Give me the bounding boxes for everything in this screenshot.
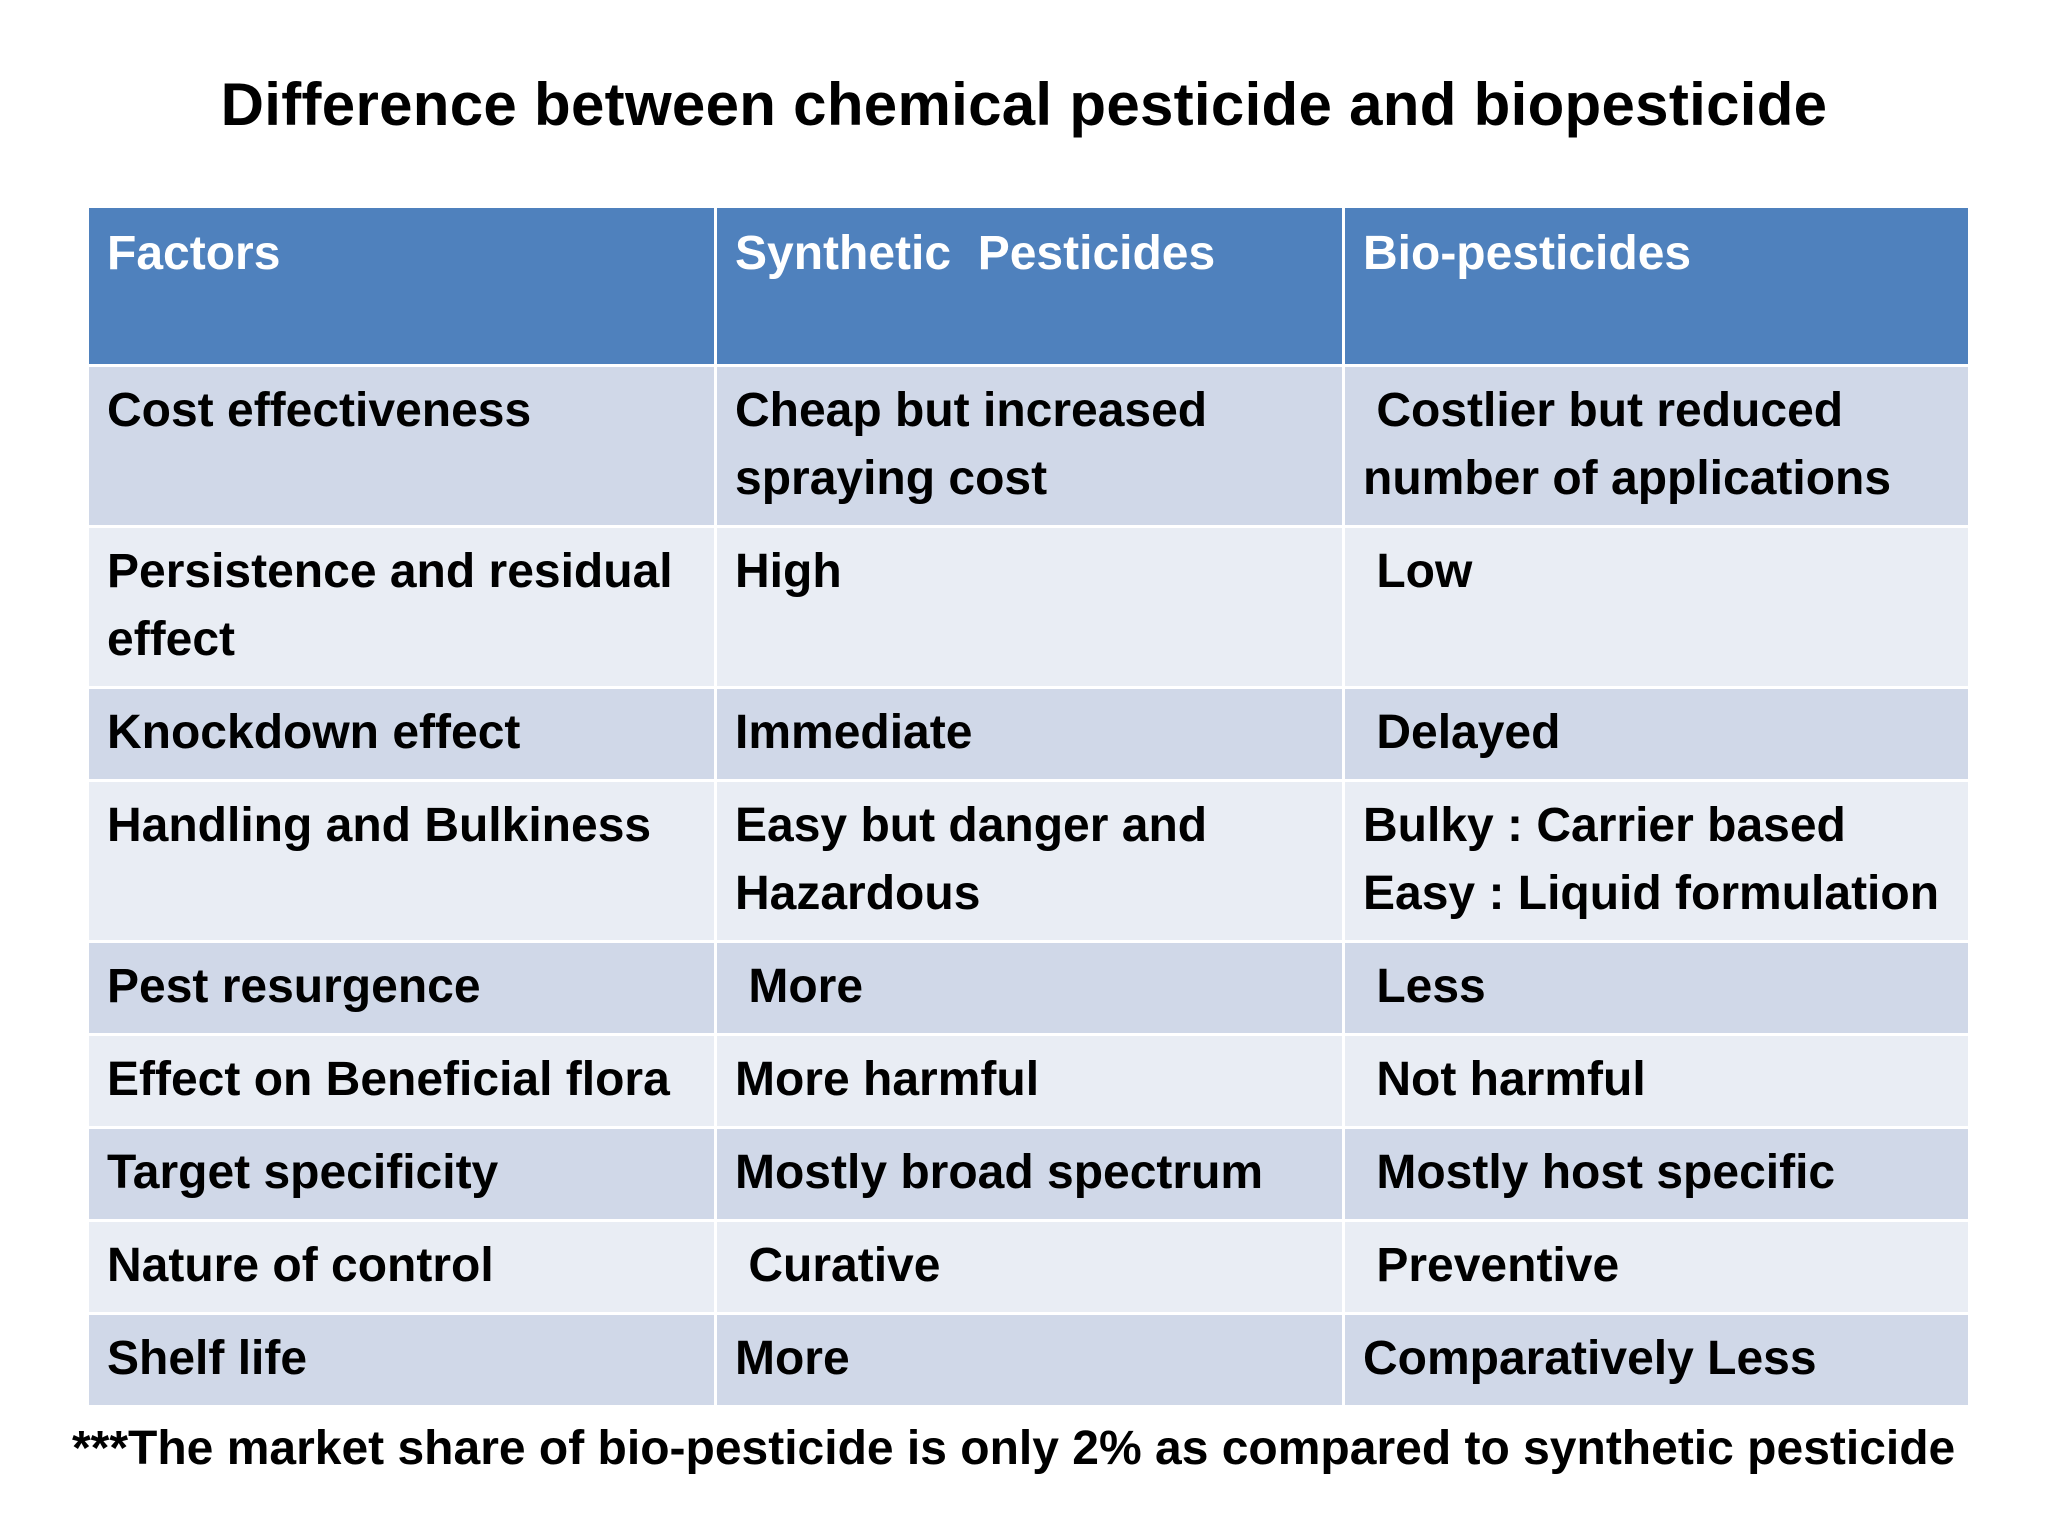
synthetic-cell: Cheap but increased spraying cost [714, 364, 1345, 528]
table-row: Nature of control Curative Preventive [86, 1219, 1971, 1315]
bio-cell: Not harmful [1342, 1033, 1971, 1129]
synthetic-cell: Curative [714, 1219, 1345, 1315]
factor-cell: Persistence and residual effect [86, 525, 717, 689]
synthetic-cell: More [714, 1312, 1345, 1408]
synthetic-cell: Immediate [714, 686, 1345, 782]
table-row: Effect on Beneficial flora More harmful … [86, 1033, 1971, 1129]
header-factors: Factors [86, 205, 717, 367]
synthetic-cell: More [714, 940, 1345, 1036]
synthetic-cell: High [714, 525, 1345, 689]
bio-cell: Preventive [1342, 1219, 1971, 1315]
table-row: Knockdown effect Immediate Delayed [86, 686, 1971, 782]
table-row: Cost effectiveness Cheap but increased s… [86, 364, 1971, 528]
market-share-footnote: ***The market share of bio-pesticide is … [72, 1422, 1956, 1475]
comparison-table-container: Factors Synthetic Pesticides Bio-pestici… [86, 205, 1971, 1408]
bio-cell: Costlier but reduced number of applicati… [1342, 364, 1971, 528]
factor-cell: Knockdown effect [86, 686, 717, 782]
table-row: Shelf life More Comparatively Less [86, 1312, 1971, 1408]
factor-cell: Cost effectiveness [86, 364, 717, 528]
bio-cell: Comparatively Less [1342, 1312, 1971, 1408]
header-bio-pesticides: Bio-pesticides [1342, 205, 1971, 367]
slide-title: Difference between chemical pesticide an… [220, 71, 1828, 138]
table-row: Handling and Bulkiness Easy but danger a… [86, 779, 1971, 943]
bio-cell: Bulky : Carrier based Easy : Liquid form… [1342, 779, 1971, 943]
bio-cell: Delayed [1342, 686, 1971, 782]
synthetic-cell: Mostly broad spectrum [714, 1126, 1345, 1222]
synthetic-cell: More harmful [714, 1033, 1345, 1129]
factor-cell: Pest resurgence [86, 940, 717, 1036]
factor-cell: Handling and Bulkiness [86, 779, 717, 943]
table-row: Persistence and residual effect High Low [86, 525, 1971, 689]
bio-cell: Low [1342, 525, 1971, 689]
header-synthetic-pesticides: Synthetic Pesticides [714, 205, 1345, 367]
bio-cell: Less [1342, 940, 1971, 1036]
factor-cell: Target specificity [86, 1126, 717, 1222]
table-row: Pest resurgence More Less [86, 940, 1971, 1036]
factor-cell: Shelf life [86, 1312, 717, 1408]
table-row: Target specificity Mostly broad spectrum… [86, 1126, 1971, 1222]
synthetic-cell: Easy but danger and Hazardous [714, 779, 1345, 943]
factor-cell: Nature of control [86, 1219, 717, 1315]
comparison-table: Factors Synthetic Pesticides Bio-pestici… [86, 205, 1971, 1408]
table-header-row: Factors Synthetic Pesticides Bio-pestici… [86, 205, 1971, 367]
factor-cell: Effect on Beneficial flora [86, 1033, 717, 1129]
bio-cell: Mostly host specific [1342, 1126, 1971, 1222]
